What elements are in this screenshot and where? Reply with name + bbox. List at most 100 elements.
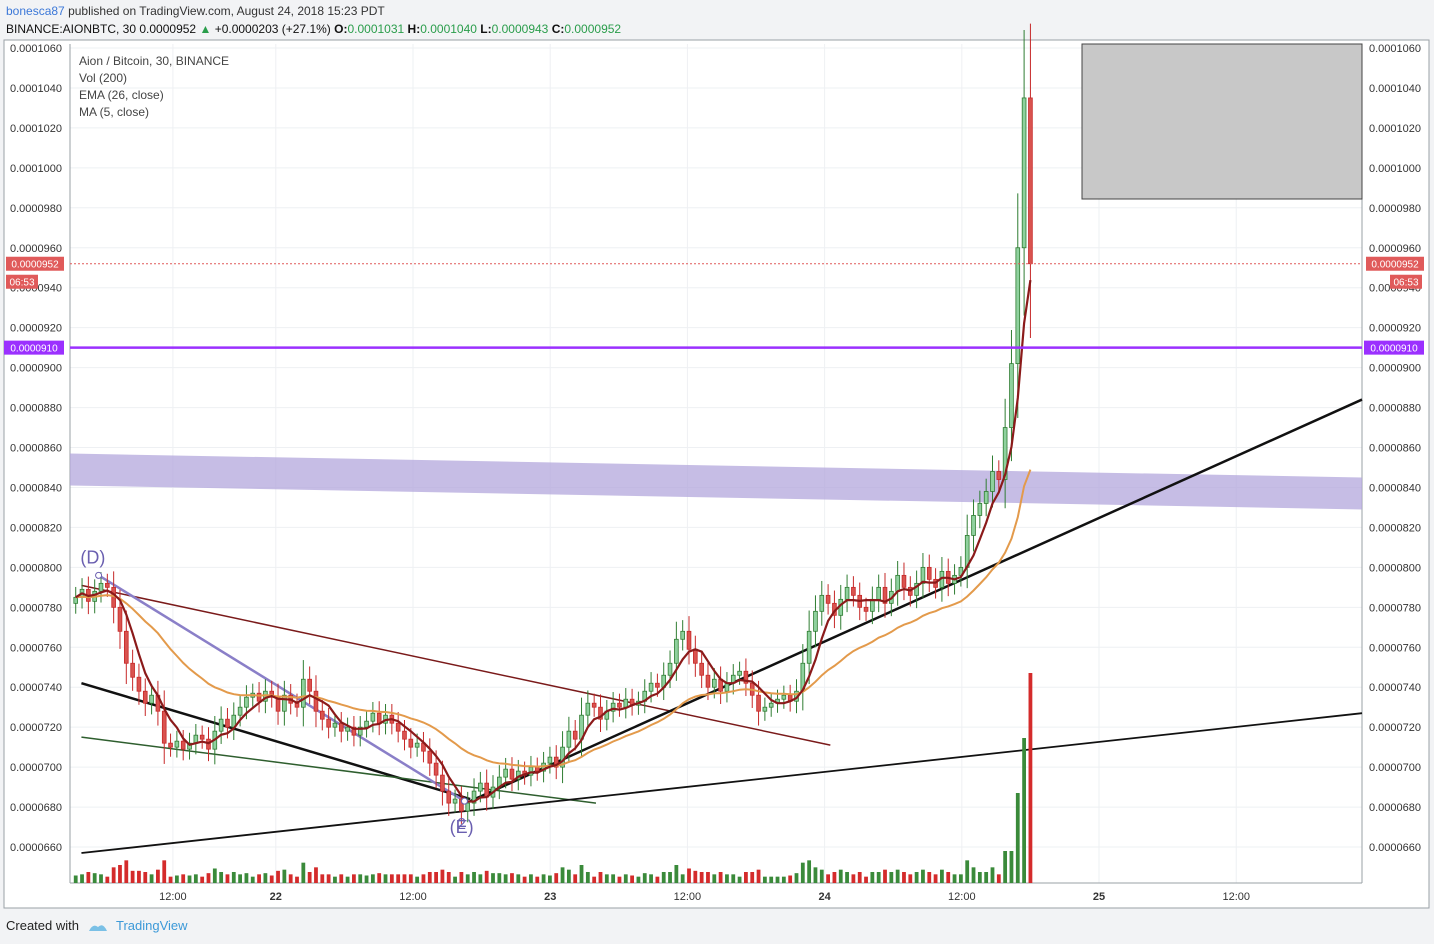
candle-body[interactable] [338,722,344,732]
candle-body[interactable] [674,638,679,664]
target-box[interactable] [1081,43,1363,200]
candle-body[interactable] [161,710,167,744]
candle-body[interactable] [414,742,420,748]
candle-body[interactable] [705,674,711,688]
candle-body[interactable] [351,726,357,736]
candle-body[interactable] [320,710,325,720]
candle-body[interactable] [130,662,135,678]
candle-body[interactable] [187,742,192,750]
candle-body[interactable] [332,722,338,728]
candle-body[interactable] [117,606,123,632]
candle-body[interactable] [180,740,186,750]
candle-body[interactable] [990,471,995,492]
candle-body[interactable] [724,682,730,692]
candle-body[interactable] [914,582,919,596]
candle-body[interactable] [402,730,407,740]
legend-ema[interactable]: EMA (26, close) [79,88,164,102]
candle-body[interactable] [1002,427,1008,480]
candle-body[interactable] [1009,363,1014,428]
candle-body[interactable] [218,718,224,732]
candle-body[interactable] [762,706,768,712]
candle-body[interactable] [440,774,445,792]
candle-body[interactable] [711,678,717,688]
candle-body[interactable] [124,630,129,664]
candle-body[interactable] [699,662,704,676]
candle-body[interactable] [553,756,559,768]
footer-brand[interactable]: TradingView [116,918,188,933]
candle-body[interactable] [920,566,926,584]
wave-label[interactable]: (D) [80,547,105,567]
candle-body[interactable] [882,586,888,604]
candle-body[interactable] [225,718,230,728]
wave-line-purple[interactable] [97,574,466,803]
trendline-rising-black[interactable] [469,398,1363,803]
candle-body[interactable] [465,802,471,812]
candle-body[interactable] [926,566,932,580]
candle-body[interactable] [768,702,774,708]
candle-body[interactable] [547,756,553,764]
candle-body[interactable] [142,690,148,704]
candle-body[interactable] [863,606,869,612]
candle-body[interactable] [1028,97,1033,265]
candle-body[interactable] [509,768,515,780]
candle-body[interactable] [149,694,154,704]
candle-body[interactable] [174,740,180,748]
candle-body[interactable] [168,742,173,748]
tradingview-logo-icon[interactable] [87,921,109,933]
candle-body[interactable] [503,768,508,778]
candle-body[interactable] [471,790,477,804]
candle-body[interactable] [364,720,369,728]
candle-body[interactable] [806,630,812,664]
candle-body[interactable] [452,798,458,804]
candle-body[interactable] [313,690,319,712]
candle-body[interactable] [478,782,483,792]
candle-body[interactable] [459,798,464,812]
trendline-long-support[interactable] [81,712,1363,854]
candle-body[interactable] [376,712,382,724]
candle-body[interactable] [648,682,654,692]
candle-body[interactable] [370,712,376,722]
candle-body[interactable] [301,678,306,708]
candle-body[interactable] [693,648,698,664]
legend-vol[interactable]: Vol (200) [79,71,128,85]
candle-body[interactable] [307,678,312,692]
resistance-zone[interactable] [70,453,1362,510]
candle-body[interactable] [610,702,616,712]
candle-body[interactable] [408,738,414,748]
ma-line[interactable] [75,279,1032,803]
candle-body[interactable] [667,662,673,676]
candle-body[interactable] [136,676,142,692]
candle-body[interactable] [623,698,629,708]
candle-body[interactable] [585,702,591,716]
candle-body[interactable] [756,694,761,712]
candle-body[interactable] [98,582,104,592]
candle-body[interactable] [237,706,243,716]
candle-body[interactable] [395,722,401,732]
candle-body[interactable] [971,515,976,536]
candle-body[interactable] [105,582,110,588]
candle-body[interactable] [433,762,439,776]
candle-body[interactable] [446,790,452,804]
candle-body[interactable] [617,702,622,708]
candle-body[interactable] [743,670,749,684]
candle-body[interactable] [357,726,363,736]
wave-label[interactable]: (E) [450,817,474,837]
candle-body[interactable] [345,726,350,732]
wave-point-e[interactable] [460,797,468,805]
candle-body[interactable] [977,503,983,516]
candle-body[interactable] [528,766,534,776]
candle-body[interactable] [598,706,603,720]
candle-body[interactable] [534,766,540,772]
candle-body[interactable] [686,630,692,650]
candle-body[interactable] [256,692,262,702]
wave-point-d[interactable] [95,571,103,579]
author-link[interactable]: bonesca87 [6,4,65,18]
legend-ma[interactable]: MA (5, close) [79,105,150,119]
candle-body[interactable] [996,471,1002,480]
candle-body[interactable] [572,730,578,740]
candle-body[interactable] [566,730,572,748]
candle-body[interactable] [655,682,660,688]
candle-body[interactable] [591,702,597,708]
candle-body[interactable] [813,610,818,632]
